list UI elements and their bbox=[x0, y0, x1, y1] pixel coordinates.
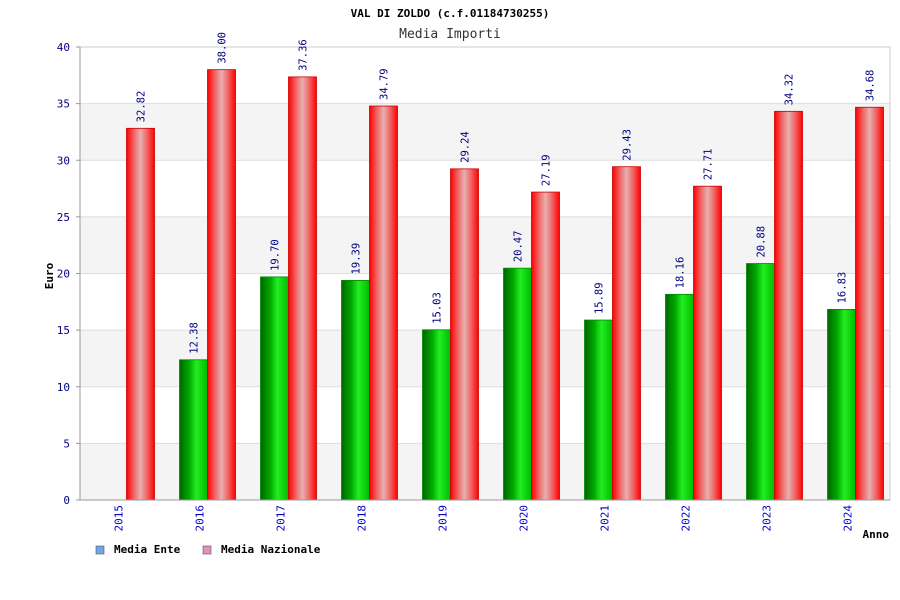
bar-media-ente bbox=[584, 319, 613, 501]
bar-media-nazionale bbox=[531, 191, 560, 501]
legend-label: Media Nazionale bbox=[221, 543, 321, 556]
y-tick-label: 30 bbox=[57, 154, 70, 167]
bar-value-label: 20.88 bbox=[756, 226, 768, 258]
chart-title: VAL DI ZOLDO (c.f.01184730255) bbox=[351, 7, 550, 20]
bar-value-label: 15.03 bbox=[432, 292, 444, 324]
bar-media-nazionale bbox=[126, 127, 155, 501]
legend: Media Ente Media Nazionale bbox=[95, 543, 321, 556]
bar-media-ente bbox=[665, 293, 694, 501]
y-axis-label: Euro bbox=[43, 262, 56, 289]
grid-band bbox=[80, 103, 890, 161]
x-axis-label: Anno bbox=[863, 528, 890, 541]
bar-value-label: 37.36 bbox=[298, 39, 310, 71]
bar-media-ente bbox=[260, 276, 289, 501]
x-tick-label: 2020 bbox=[518, 505, 531, 532]
y-axis: 0 5 10 15 20 25 30 35 40 bbox=[57, 41, 81, 507]
bar-value-label: 29.24 bbox=[460, 131, 472, 163]
bar-media-ente bbox=[179, 359, 208, 501]
legend-label: Media Ente bbox=[114, 543, 181, 556]
y-tick-label: 10 bbox=[57, 381, 70, 394]
chart-subtitle: Media Importi bbox=[399, 27, 501, 42]
bar-media-nazionale bbox=[774, 110, 803, 501]
bar-value-label: 38.00 bbox=[217, 32, 229, 64]
bar-media-ente bbox=[827, 309, 856, 501]
bar-value-label: 20.47 bbox=[513, 231, 525, 263]
bar-value-label: 34.68 bbox=[865, 70, 877, 102]
bar-value-label: 34.79 bbox=[379, 68, 391, 100]
bar-media-nazionale bbox=[855, 106, 884, 501]
y-tick-label: 20 bbox=[57, 268, 70, 281]
y-tick-label: 40 bbox=[57, 41, 70, 54]
grid-band bbox=[80, 160, 890, 217]
bar-value-label: 34.32 bbox=[784, 74, 796, 106]
legend-swatch bbox=[202, 545, 212, 555]
bar-media-nazionale bbox=[450, 168, 479, 501]
bar-value-label: 27.71 bbox=[703, 149, 715, 181]
x-tick-label: 2023 bbox=[761, 505, 774, 532]
bars: 32.82 12.38 38.00 19.70 37.36 19.39 34.79 15.03… bbox=[126, 32, 884, 501]
bar-value-label: 27.19 bbox=[541, 154, 553, 186]
legend-swatch bbox=[95, 545, 105, 555]
x-tick-label: 2024 bbox=[842, 505, 855, 532]
y-tick-label: 35 bbox=[57, 98, 70, 111]
bar-value-label: 12.38 bbox=[189, 322, 201, 354]
bar-media-nazionale bbox=[288, 76, 317, 501]
bar-value-label: 19.39 bbox=[351, 243, 363, 275]
bar-value-label: 18.16 bbox=[675, 257, 687, 289]
bar-media-ente bbox=[746, 263, 775, 501]
x-tick-label: 2017 bbox=[275, 505, 288, 532]
x-axis: 2015 2016 2017 2018 2019 2020 2021 2022 2023 2024 bbox=[80, 499, 890, 532]
bar-media-nazionale bbox=[612, 166, 641, 501]
bar-value-label: 19.70 bbox=[270, 239, 282, 271]
bar-value-label: 32.82 bbox=[136, 91, 148, 123]
y-tick-label: 0 bbox=[63, 494, 70, 507]
y-tick-label: 25 bbox=[57, 211, 70, 224]
bar-media-nazionale bbox=[369, 105, 398, 501]
bar-media-ente bbox=[341, 280, 370, 501]
bar-media-ente bbox=[422, 329, 451, 501]
x-tick-label: 2016 bbox=[194, 505, 207, 532]
bar-media-ente bbox=[503, 267, 532, 501]
x-tick-label: 2018 bbox=[356, 505, 369, 532]
bar-value-label: 16.83 bbox=[837, 272, 849, 304]
x-tick-label: 2021 bbox=[599, 505, 612, 532]
x-tick-label: 2019 bbox=[437, 505, 450, 532]
bar-media-nazionale bbox=[207, 69, 236, 501]
bar-media-nazionale bbox=[693, 185, 722, 501]
y-tick-label: 5 bbox=[63, 437, 70, 450]
bar-value-label: 15.89 bbox=[594, 282, 606, 314]
grid-band bbox=[80, 47, 890, 104]
x-tick-label: 2015 bbox=[113, 505, 126, 532]
y-tick-label: 15 bbox=[57, 324, 70, 337]
x-tick-label: 2022 bbox=[680, 505, 693, 532]
bar-value-label: 29.43 bbox=[622, 129, 634, 161]
